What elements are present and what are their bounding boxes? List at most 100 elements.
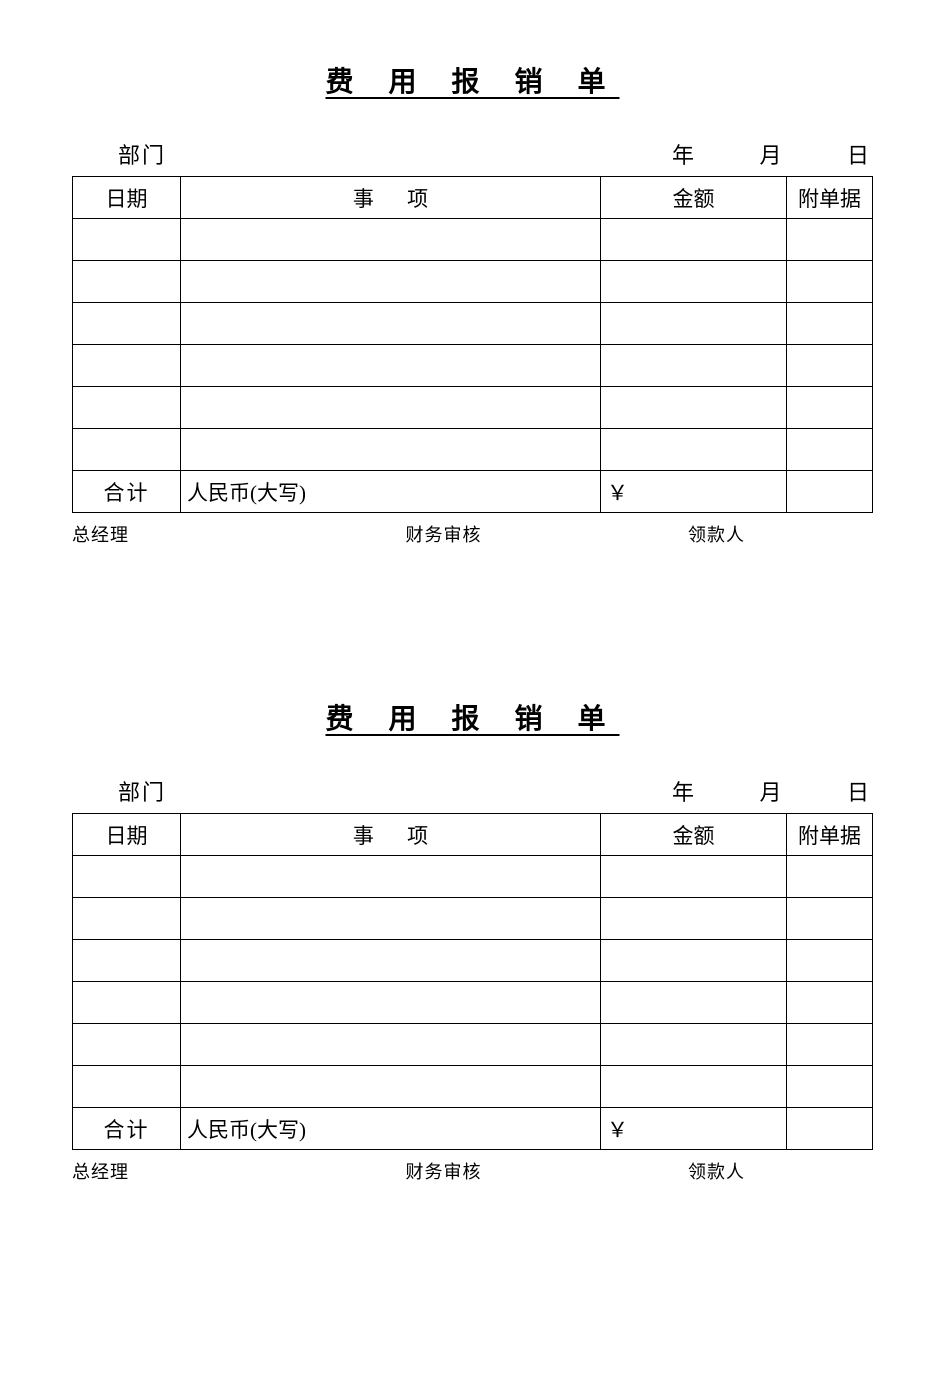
cell-date[interactable] bbox=[73, 219, 181, 261]
cell-amount[interactable] bbox=[601, 429, 787, 471]
signature-finance-review: 财务审核 bbox=[129, 1158, 688, 1184]
footer-currency-symbol: ￥ bbox=[601, 471, 787, 513]
footer-total-label: 合计 bbox=[73, 1108, 181, 1150]
cell-item[interactable] bbox=[181, 261, 601, 303]
cell-attachment[interactable] bbox=[787, 898, 873, 940]
expense-form-1: 费 用 报 销 单 部门 年 月 日 日期 事 项 金额 附单据 bbox=[72, 60, 873, 547]
cell-item[interactable] bbox=[181, 898, 601, 940]
month-label: 月 bbox=[759, 138, 783, 170]
cell-item[interactable] bbox=[181, 982, 601, 1024]
cell-item[interactable] bbox=[181, 1066, 601, 1108]
footer-rmb-label: 人民币(大写) bbox=[181, 471, 601, 513]
table-footer-row: 合计 人民币(大写) ￥ bbox=[73, 1108, 873, 1150]
cell-attachment[interactable] bbox=[787, 1024, 873, 1066]
cell-amount[interactable] bbox=[601, 387, 787, 429]
cell-date[interactable] bbox=[73, 856, 181, 898]
table-header-row: 日期 事 项 金额 附单据 bbox=[73, 177, 873, 219]
expense-table: 日期 事 项 金额 附单据 合计 人民币(大写) ￥ bbox=[72, 176, 873, 513]
date-labels: 年 月 日 bbox=[672, 775, 871, 807]
table-row bbox=[73, 345, 873, 387]
cell-amount[interactable] bbox=[601, 219, 787, 261]
cell-attachment[interactable] bbox=[787, 982, 873, 1024]
table-footer-row: 合计 人民币(大写) ￥ bbox=[73, 471, 873, 513]
table-row bbox=[73, 261, 873, 303]
cell-date[interactable] bbox=[73, 940, 181, 982]
cell-attachment[interactable] bbox=[787, 345, 873, 387]
cell-item[interactable] bbox=[181, 387, 601, 429]
meta-row: 部门 年 月 日 bbox=[72, 775, 873, 813]
cell-amount[interactable] bbox=[601, 303, 787, 345]
cell-date[interactable] bbox=[73, 387, 181, 429]
cell-amount[interactable] bbox=[601, 345, 787, 387]
table-row bbox=[73, 982, 873, 1024]
department-label: 部门 bbox=[118, 138, 166, 170]
form-title: 费 用 报 销 单 bbox=[72, 60, 873, 100]
header-attachment: 附单据 bbox=[787, 177, 873, 219]
cell-amount[interactable] bbox=[601, 1024, 787, 1066]
header-date: 日期 bbox=[73, 814, 181, 856]
table-body bbox=[73, 219, 873, 471]
cell-date[interactable] bbox=[73, 982, 181, 1024]
year-label: 年 bbox=[672, 775, 696, 807]
table-row bbox=[73, 219, 873, 261]
cell-date[interactable] bbox=[73, 345, 181, 387]
cell-attachment[interactable] bbox=[787, 261, 873, 303]
cell-date[interactable] bbox=[73, 303, 181, 345]
cell-attachment[interactable] bbox=[787, 303, 873, 345]
cell-attachment[interactable] bbox=[787, 940, 873, 982]
signature-recipient: 领款人 bbox=[688, 1158, 873, 1184]
cell-item[interactable] bbox=[181, 219, 601, 261]
cell-item[interactable] bbox=[181, 429, 601, 471]
footer-rmb-label: 人民币(大写) bbox=[181, 1108, 601, 1150]
cell-attachment[interactable] bbox=[787, 387, 873, 429]
signature-finance-review: 财务审核 bbox=[129, 521, 688, 547]
footer-attachment-cell[interactable] bbox=[787, 1108, 873, 1150]
table-row bbox=[73, 1066, 873, 1108]
cell-item[interactable] bbox=[181, 345, 601, 387]
cell-amount[interactable] bbox=[601, 982, 787, 1024]
table-body bbox=[73, 856, 873, 1108]
cell-attachment[interactable] bbox=[787, 429, 873, 471]
header-item: 事 项 bbox=[181, 814, 601, 856]
cell-amount[interactable] bbox=[601, 261, 787, 303]
cell-date[interactable] bbox=[73, 261, 181, 303]
cell-item[interactable] bbox=[181, 856, 601, 898]
footer-attachment-cell[interactable] bbox=[787, 471, 873, 513]
cell-amount[interactable] bbox=[601, 856, 787, 898]
table-row bbox=[73, 856, 873, 898]
header-amount: 金额 bbox=[601, 177, 787, 219]
table-row bbox=[73, 898, 873, 940]
header-amount: 金额 bbox=[601, 814, 787, 856]
expense-form-2: 费 用 报 销 单 部门 年 月 日 日期 事 项 金额 附单据 bbox=[72, 697, 873, 1184]
meta-row: 部门 年 月 日 bbox=[72, 138, 873, 176]
department-label: 部门 bbox=[118, 775, 166, 807]
date-labels: 年 月 日 bbox=[672, 138, 871, 170]
cell-amount[interactable] bbox=[601, 1066, 787, 1108]
cell-attachment[interactable] bbox=[787, 1066, 873, 1108]
form-title: 费 用 报 销 单 bbox=[72, 697, 873, 737]
year-label: 年 bbox=[672, 138, 696, 170]
cell-date[interactable] bbox=[73, 1066, 181, 1108]
cell-item[interactable] bbox=[181, 303, 601, 345]
cell-attachment[interactable] bbox=[787, 219, 873, 261]
cell-date[interactable] bbox=[73, 1024, 181, 1066]
cell-amount[interactable] bbox=[601, 940, 787, 982]
table-row bbox=[73, 940, 873, 982]
signature-general-manager: 总经理 bbox=[72, 1158, 129, 1184]
header-item: 事 项 bbox=[181, 177, 601, 219]
month-label: 月 bbox=[759, 775, 783, 807]
signature-general-manager: 总经理 bbox=[72, 521, 129, 547]
cell-item[interactable] bbox=[181, 940, 601, 982]
cell-date[interactable] bbox=[73, 429, 181, 471]
signature-row: 总经理 财务审核 领款人 bbox=[72, 513, 873, 547]
cell-amount[interactable] bbox=[601, 898, 787, 940]
footer-currency-symbol: ￥ bbox=[601, 1108, 787, 1150]
day-label: 日 bbox=[847, 138, 871, 170]
signature-row: 总经理 财务审核 领款人 bbox=[72, 1150, 873, 1184]
cell-date[interactable] bbox=[73, 898, 181, 940]
cell-item[interactable] bbox=[181, 1024, 601, 1066]
expense-table: 日期 事 项 金额 附单据 合计 人民币(大写) ￥ bbox=[72, 813, 873, 1150]
footer-total-label: 合计 bbox=[73, 471, 181, 513]
cell-attachment[interactable] bbox=[787, 856, 873, 898]
table-header-row: 日期 事 项 金额 附单据 bbox=[73, 814, 873, 856]
